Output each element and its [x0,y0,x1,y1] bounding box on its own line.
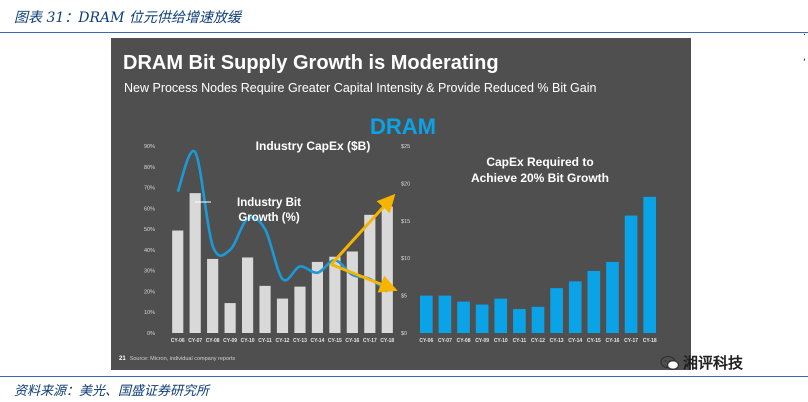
capex-bar [224,303,236,333]
x-tick-label: CY-07 [438,338,452,344]
x-tick-label: CY-08 [457,338,471,344]
required-capex-bar [438,295,452,333]
capex-bar [241,257,254,333]
capex-bar [189,193,201,333]
required-capex-bar [568,281,582,333]
capex-bar [364,214,376,333]
x-tick-label: CY-09 [223,338,237,344]
capex-bar [329,256,341,333]
y-left-tick-label: 10% [144,310,155,316]
footnote-source: Source: Micron, individual company repor… [129,356,236,362]
capex-bar [172,230,184,333]
bit-growth-line [176,149,389,293]
x-tick-label: CY-10 [241,338,255,344]
left-chart: 0% 10% 20% 30% 40% 50% 60% 70% 80% 90% $0 $5 $10 $15 $… [144,139,410,344]
x-tick-label: CY-09 [475,338,489,344]
slide-number: 21 [119,356,126,362]
y-right-tick-label: $5 [401,294,407,300]
capex-bar [311,261,324,333]
x-tick-label: CY-11 [513,338,527,344]
left-chart-title: Industry CapEx ($B) [256,139,371,153]
x-tick-label: CY-11 [258,338,272,344]
wechat-icon [660,355,680,370]
required-capex-bar [457,301,470,333]
chart-slide: DRAM Bit Supply Growth is Moderating New… [111,38,691,370]
x-tick-label: CY-07 [188,338,202,344]
growth-down-arrow [330,262,398,293]
figure-caption: 图表 31：DRAM 位元供给增速放缓 [14,10,241,26]
required-capex-bar [475,304,489,333]
x-tick-label: CY-15 [328,338,342,344]
y-left-tick-label: 50% [144,227,155,233]
right-chart: CY-06 CY-07 CY-08 CY-09 CY-10 CY-11 CY-12 CY-13… [419,155,657,344]
trend-arrows [329,193,398,293]
capex-bar [381,206,393,333]
y-left-tick-label: 70% [144,186,155,192]
x-tick-label: CY-17 [624,338,638,344]
required-capex-bar [624,215,638,333]
capex-bar [346,251,358,333]
caption-rule-bottom [0,376,808,377]
caption-rule-top [0,32,808,33]
x-tick-label: CY-14 [568,338,582,344]
x-tick-label: CY-06 [419,338,433,344]
x-tick-label: CY-10 [494,338,508,344]
slide-heading: DRAM [370,114,436,139]
x-tick-label: CY-18 [643,338,657,344]
capex-bar [259,285,271,333]
y-left-tick-label: 20% [144,289,155,295]
watermark-text: 湘评科技 [683,354,744,372]
x-tick-label: CY-06 [171,338,185,344]
x-tick-label: CY-13 [550,338,564,344]
capex-bar [276,298,289,333]
growth-annotation-line2: Growth (%) [238,212,299,224]
y-right-tick-label: $20 [401,181,410,187]
capex-bar [294,286,306,333]
chart-canvas: 0% 10% 20% 30% 40% 50% 60% 70% 80% 90% $0 $5 $10 $15 $… [144,139,657,344]
capex-bar [207,258,219,333]
x-tick-label: CY-16 [606,338,620,344]
y-right-tick-label: $0 [401,331,407,337]
y-left-tick-label: 30% [144,269,155,275]
capex-up-arrow [329,193,396,266]
y-right-tick-label: $25 [401,144,410,150]
x-tick-label: CY-15 [587,338,601,344]
required-capex-bar [513,309,526,333]
footnote: 21 Source: Micron, individual company rep… [119,356,235,362]
x-tick-label: CY-12 [531,338,545,344]
required-capex-bar [587,270,601,333]
required-capex-bar [419,295,433,333]
x-tick-label: CY-12 [276,338,290,344]
y-left-tick-label: 90% [144,144,155,150]
y-left-tick-label: 60% [144,206,155,212]
x-tick-label: CY-17 [363,338,377,344]
x-tick-label: CY-13 [293,338,307,344]
right-chart-title-line1: CapEx Required to [486,155,593,169]
source-caption: 资料来源：美光、国盛证券研究所 [14,384,210,399]
edge-mark-mid: , [802,52,806,63]
right-chart-title-line2: Achieve 20% Bit Growth [471,171,609,185]
required-capex-bar [550,288,563,333]
y-left-tick-label: 40% [144,248,155,254]
x-tick-label: CY-18 [380,338,394,344]
required-capex-bar [643,196,657,333]
edge-mark-top: . [802,27,806,38]
slide-title: DRAM Bit Supply Growth is Moderating [123,52,499,74]
x-tick-label: CY-16 [345,338,359,344]
required-capex-bar [531,306,545,333]
required-capex-bar [494,298,508,333]
y-left-tick-label: 80% [144,165,155,171]
x-tick-label: CY-08 [206,338,220,344]
y-left-tick-label: 0% [147,331,155,337]
y-right-tick-label: $15 [401,219,410,225]
x-tick-label: CY-14 [310,338,324,344]
watermark: 湘评科技 [660,352,743,373]
y-right-tick-label: $10 [401,256,410,262]
required-capex-bar [606,261,619,333]
slide-subtitle: New Process Nodes Require Greater Capita… [124,81,597,95]
growth-annotation-line1: Industry Bit [237,197,301,209]
